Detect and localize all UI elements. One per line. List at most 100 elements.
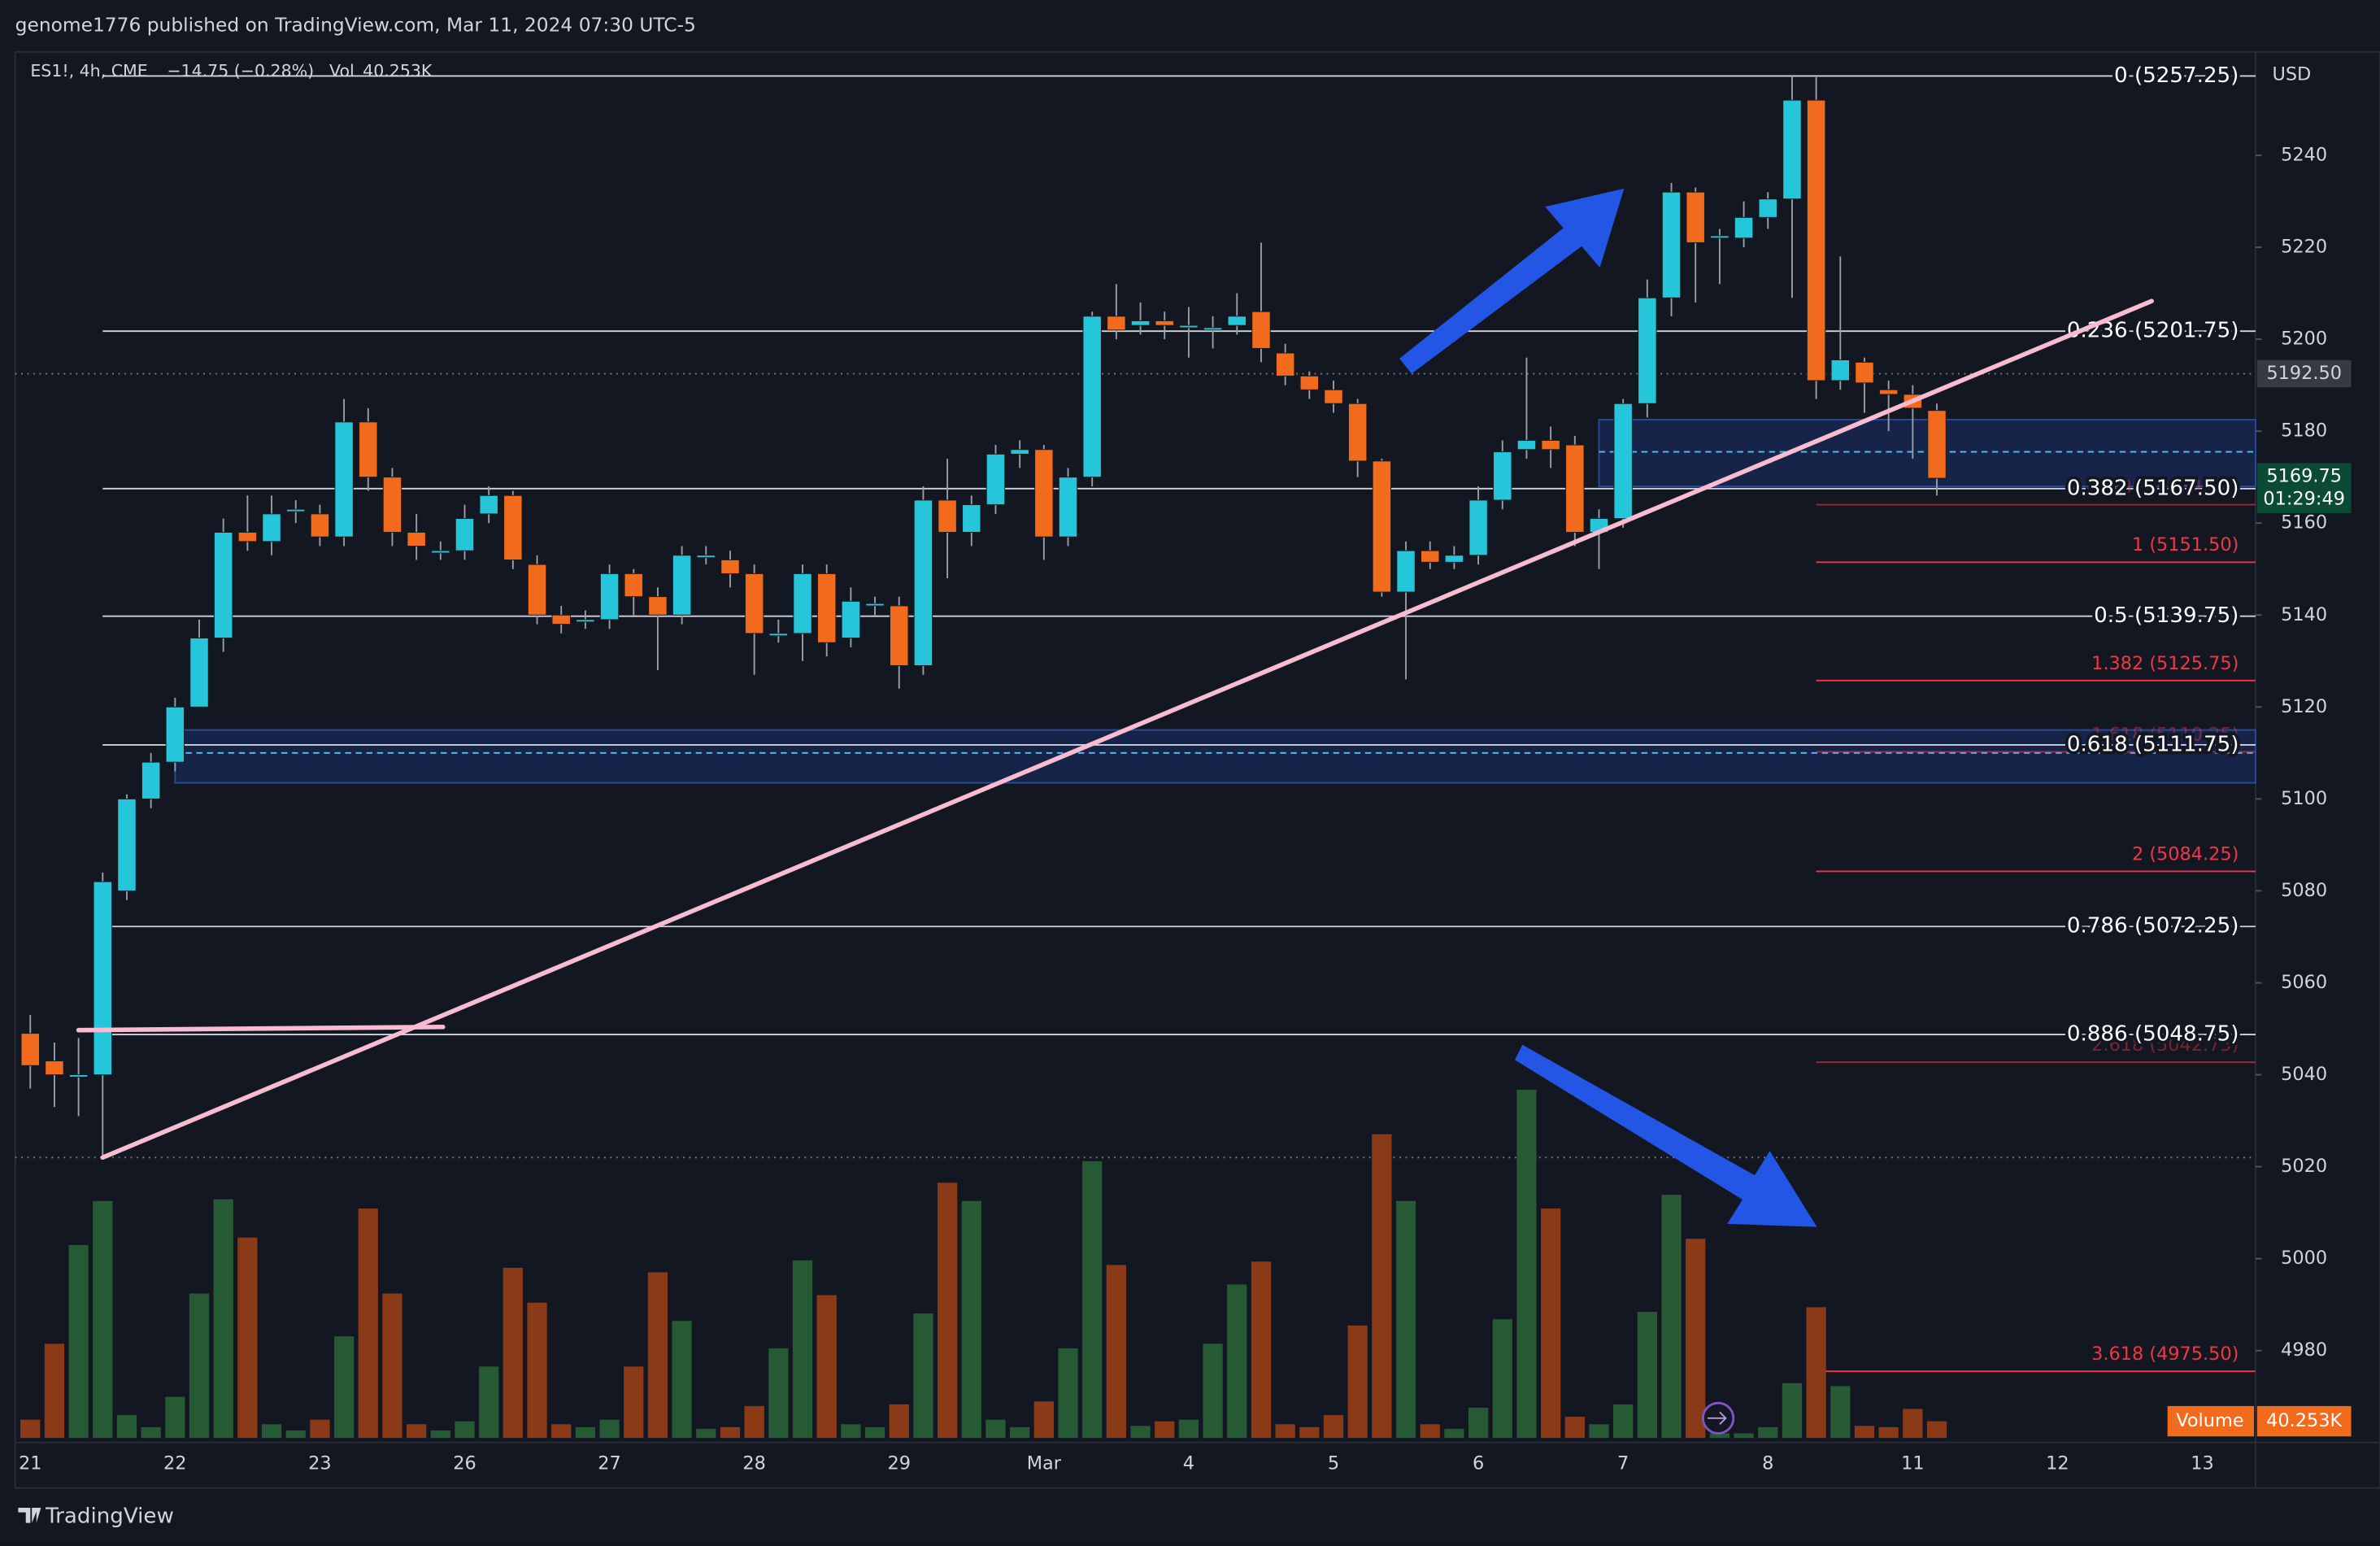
candle-body [1179, 324, 1199, 329]
volume-bar [1058, 1348, 1078, 1439]
volume-bar [744, 1405, 764, 1439]
volume-bar [986, 1419, 1006, 1439]
volume-bar [116, 1415, 137, 1439]
fib-label: 0.382 (5167.50) [2067, 476, 2239, 500]
candle-body [1227, 316, 1247, 326]
candle-body [696, 555, 716, 559]
candle-body [768, 633, 789, 637]
candle-body [1516, 440, 1537, 451]
candle-body [672, 555, 692, 616]
volume-bar [1395, 1200, 1416, 1439]
ext-label: 0.786 (5164.00) [2091, 477, 2239, 499]
candle-body [938, 499, 957, 533]
volume-bar [20, 1419, 41, 1439]
candle-body [1275, 352, 1295, 377]
volume-bar [913, 1313, 933, 1439]
currency: USD [2272, 63, 2311, 85]
candle-body [1082, 316, 1102, 478]
volume-bar [1758, 1426, 1778, 1439]
candle-body [1251, 311, 1271, 349]
candle-body [1661, 191, 1682, 298]
volume-bar [1275, 1424, 1295, 1439]
volume-bar [1830, 1386, 1851, 1439]
candle-body [551, 614, 571, 625]
y-tick-label: 5120 [2281, 696, 2327, 717]
volume-bar [1227, 1284, 1247, 1439]
candle-body [455, 518, 475, 551]
candle-body [1686, 191, 1705, 243]
volume-name: Volume [2176, 1410, 2243, 1431]
fib-label: 0.5 (5139.75) [2094, 603, 2239, 628]
volume-bar [1782, 1383, 1803, 1439]
candle-body [1034, 449, 1054, 538]
candle-body [744, 573, 764, 634]
candle-body [1203, 327, 1223, 331]
candle-body [1348, 403, 1368, 462]
x-tick-label: 26 [453, 1452, 476, 1474]
volume-bar [455, 1421, 475, 1439]
candle-body [527, 564, 547, 616]
volume-bar [1178, 1419, 1199, 1439]
candle-body [1493, 451, 1512, 501]
candle-body [1878, 389, 1899, 395]
volume-bar [1613, 1404, 1634, 1439]
replay-icon-arrow [1708, 1411, 1727, 1425]
volume-last-box [2256, 1405, 2352, 1437]
volume-bar [1033, 1401, 1054, 1439]
symbol: ES1!, 4h, CME [30, 61, 147, 81]
volume-legend-value: 40.253K [363, 61, 433, 81]
fib-label: 0 (5257.25) [2114, 63, 2239, 88]
volume-bar [1516, 1090, 1537, 1439]
header: genome1776 published on TradingView.com,… [15, 14, 696, 37]
candle-body [20, 1033, 40, 1066]
candle-body [986, 453, 1006, 506]
volume-bar [1686, 1239, 1706, 1439]
candle-body [576, 619, 595, 623]
candle-body [1468, 499, 1488, 556]
x-tick-label: Mar [1027, 1452, 1062, 1474]
candle-body [1855, 361, 1874, 384]
volume-bar [1637, 1312, 1657, 1439]
x-tick-label: 4 [1183, 1452, 1194, 1474]
x-tick-label: 23 [308, 1452, 331, 1474]
down-arrow [1514, 1044, 1817, 1227]
volume-bar [527, 1302, 547, 1439]
candle-body [310, 513, 330, 538]
volume-bar [624, 1366, 644, 1439]
x-tick-label: 7 [1617, 1452, 1629, 1474]
y-tick-label: 5180 [2281, 420, 2327, 442]
change: −14.75 (−0.28%) [167, 61, 314, 81]
volume-bar [792, 1260, 813, 1439]
candle-body [1613, 403, 1633, 520]
y-tick-label: 5080 [2281, 880, 2327, 901]
candle-body [1421, 550, 1440, 563]
candle-body [841, 600, 861, 639]
fib-label: 0.236 (5201.75) [2067, 319, 2239, 343]
y-tick-label: 4980 [2281, 1339, 2327, 1361]
candle-body [237, 532, 258, 542]
candle-body [382, 477, 402, 533]
candle-body [407, 532, 426, 547]
volume-bar [93, 1200, 113, 1439]
x-tick-label: 28 [742, 1452, 766, 1474]
volume-bar [261, 1424, 282, 1439]
candle-body [45, 1060, 64, 1076]
candle-body [1299, 375, 1319, 390]
candle-body [1710, 235, 1730, 239]
volume-bar [1734, 1433, 1754, 1439]
x-tick-label: 21 [19, 1452, 41, 1474]
volume-bar [696, 1428, 716, 1439]
candle-body [913, 499, 933, 666]
volume-bar [310, 1419, 330, 1439]
fib-label: 0.786 (5072.25) [2067, 914, 2239, 938]
volume-bar [1299, 1426, 1320, 1439]
volume-bar [672, 1321, 692, 1439]
marker-price: 5192.50 [2266, 363, 2342, 384]
volume-bar [575, 1426, 596, 1439]
candle-body [1010, 449, 1029, 455]
x-tick-label: 27 [598, 1452, 621, 1474]
candle-body [359, 421, 378, 478]
candle-body [141, 761, 161, 799]
y-tick-label: 5240 [2281, 145, 2327, 166]
candle-body [93, 881, 112, 1076]
